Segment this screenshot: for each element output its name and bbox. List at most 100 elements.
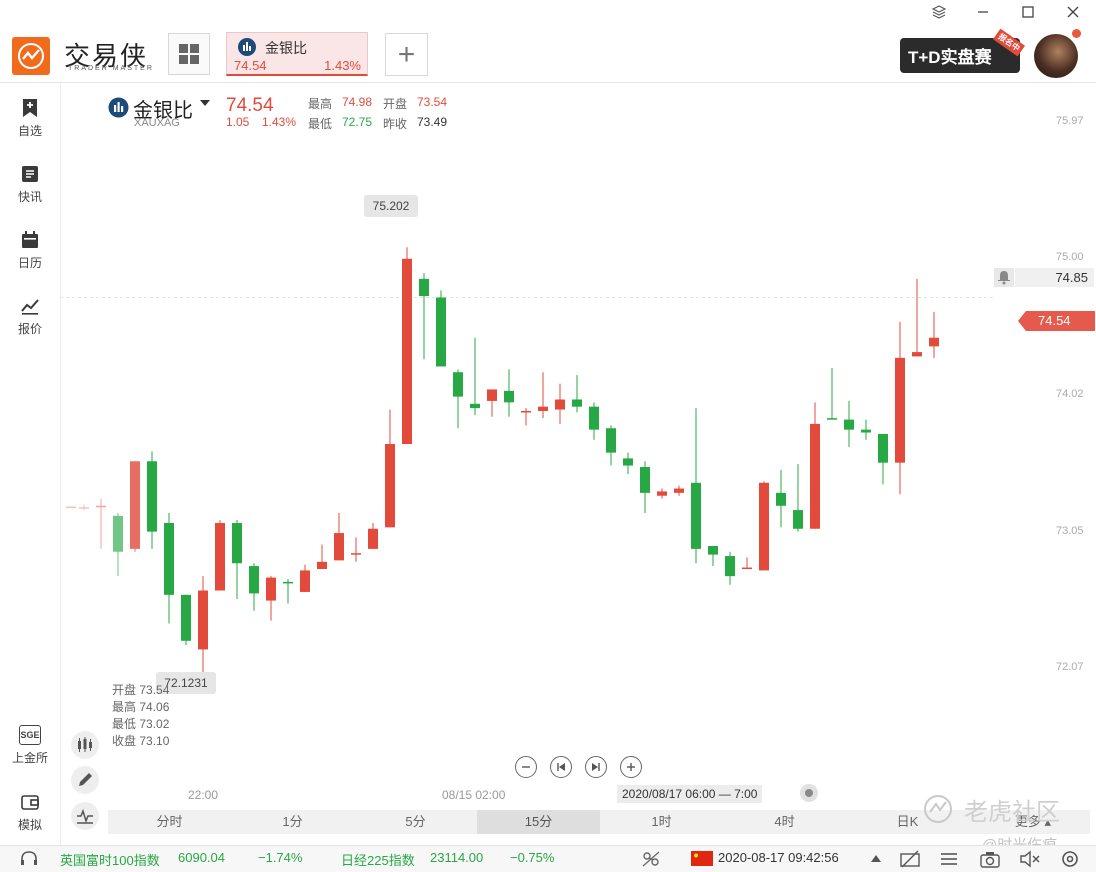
zoom-in-button[interactable] (620, 756, 642, 778)
candle[interactable] (759, 481, 769, 571)
candle[interactable] (572, 375, 582, 413)
connection-icon[interactable] (641, 850, 661, 868)
zoom-out-button[interactable] (515, 756, 537, 778)
step-back-button[interactable] (550, 756, 572, 778)
candle[interactable] (351, 537, 361, 562)
x-tick-label: 08/15 02:00 (442, 788, 506, 802)
sidebar-item-news[interactable]: 快讯 (0, 164, 60, 205)
candle[interactable] (912, 278, 922, 357)
sidebar-item-quotes[interactable]: 报价 (0, 296, 60, 337)
more-periods-button[interactable]: 更多 ▴ (1014, 814, 1052, 829)
candle[interactable] (742, 557, 752, 570)
period-tab[interactable]: 1分 (282, 814, 303, 829)
layers-icon[interactable] (924, 0, 954, 24)
candle[interactable] (827, 367, 837, 420)
headset-icon[interactable] (19, 850, 39, 868)
candle[interactable] (436, 290, 446, 367)
candle[interactable] (198, 576, 208, 684)
candle[interactable] (504, 369, 514, 417)
maximize-icon[interactable] (1013, 0, 1043, 24)
candle[interactable] (691, 408, 701, 564)
candle[interactable] (96, 498, 106, 549)
period-tab[interactable]: 4时 (774, 814, 795, 829)
candle[interactable] (844, 400, 854, 447)
avatar[interactable] (1034, 34, 1078, 78)
candle[interactable] (521, 408, 531, 426)
candle[interactable] (487, 389, 497, 417)
candle[interactable] (453, 369, 463, 429)
ohlc-tooltip: 开盘 73.54 最高 74.06 最低 73.02 收盘 73.10 (112, 682, 169, 750)
candle[interactable] (266, 576, 276, 621)
candle[interactable] (640, 461, 650, 513)
ticker-name[interactable]: 日经225指数 (341, 853, 415, 868)
candle[interactable] (708, 545, 718, 567)
chart-type-button[interactable] (71, 802, 99, 830)
minimize-icon[interactable] (968, 0, 998, 24)
period-tab[interactable]: 5分 (405, 814, 426, 829)
candle[interactable] (929, 311, 939, 358)
mute-icon[interactable] (1019, 850, 1041, 868)
candle[interactable] (878, 433, 888, 485)
chart-slash-icon[interactable] (899, 849, 921, 869)
sidebar-item-calendar[interactable]: 日历 (0, 230, 60, 271)
step-forward-button[interactable] (585, 756, 607, 778)
ticker-name[interactable]: 英国富时100指数 (60, 853, 160, 868)
sidebar-item-sge[interactable]: SGE 上金所 (0, 725, 60, 766)
candle[interactable] (113, 512, 123, 577)
candle[interactable] (589, 402, 599, 440)
chevron-up-icon[interactable] (871, 855, 881, 862)
candle[interactable] (725, 551, 735, 585)
watermark-text: 老虎社区 (964, 799, 1060, 826)
candle[interactable] (334, 512, 344, 561)
chevron-down-icon[interactable] (200, 100, 210, 106)
candle[interactable] (368, 523, 378, 549)
settings-icon[interactable] (1060, 849, 1080, 869)
candle[interactable] (300, 564, 310, 592)
candle[interactable] (147, 451, 157, 549)
period-tab[interactable]: 分时 (156, 814, 183, 829)
candle[interactable] (283, 579, 293, 604)
add-tab-button[interactable]: + (385, 33, 428, 76)
candle[interactable] (249, 563, 259, 611)
period-tab[interactable]: 1时 (651, 814, 672, 829)
sidebar-item-simulate[interactable]: 模拟 (0, 792, 60, 833)
candle[interactable] (181, 594, 191, 646)
candle[interactable] (606, 425, 616, 466)
candle[interactable] (623, 452, 633, 475)
candle[interactable] (215, 520, 225, 591)
symbol-name[interactable]: 金银比 (133, 100, 193, 122)
camera-icon[interactable] (979, 849, 1001, 869)
candle[interactable] (657, 488, 667, 499)
draw-tool-button[interactable] (71, 766, 99, 794)
candle[interactable] (538, 372, 548, 419)
candle[interactable] (674, 485, 684, 496)
period-tab[interactable]: 日K (896, 814, 919, 829)
candle[interactable] (385, 409, 395, 528)
candle[interactable] (79, 504, 89, 511)
y-tick-label: 72.07 (1056, 661, 1084, 673)
candle[interactable] (895, 321, 905, 495)
candle[interactable] (470, 337, 480, 416)
period-tab-active[interactable]: 15分 (477, 810, 600, 834)
close-icon[interactable] (1058, 0, 1088, 24)
candle[interactable] (232, 520, 242, 600)
scroll-handle[interactable] (800, 784, 818, 802)
tab-gold-silver-ratio[interactable]: 金银比 74.54 1.43% (226, 32, 368, 76)
menu-icon[interactable] (939, 850, 959, 868)
layout-grid-button[interactable] (168, 33, 210, 75)
candle[interactable] (861, 419, 871, 440)
price-alert-button[interactable] (994, 268, 1014, 287)
candle[interactable] (776, 469, 786, 528)
candle[interactable] (555, 383, 565, 424)
indicator-tool-button[interactable] (71, 731, 99, 759)
candle[interactable] (164, 512, 174, 624)
promo-banner[interactable]: T+D实盘赛 报名中 (900, 28, 1026, 73)
candle[interactable] (317, 544, 327, 569)
candle[interactable] (810, 402, 820, 529)
candlestick-chart[interactable] (0, 0, 1096, 845)
sidebar-item-watchlist[interactable]: 自选 (0, 98, 60, 139)
candle[interactable] (793, 464, 803, 532)
candle[interactable] (419, 273, 429, 360)
candle[interactable] (402, 247, 412, 445)
candle[interactable] (130, 461, 140, 552)
